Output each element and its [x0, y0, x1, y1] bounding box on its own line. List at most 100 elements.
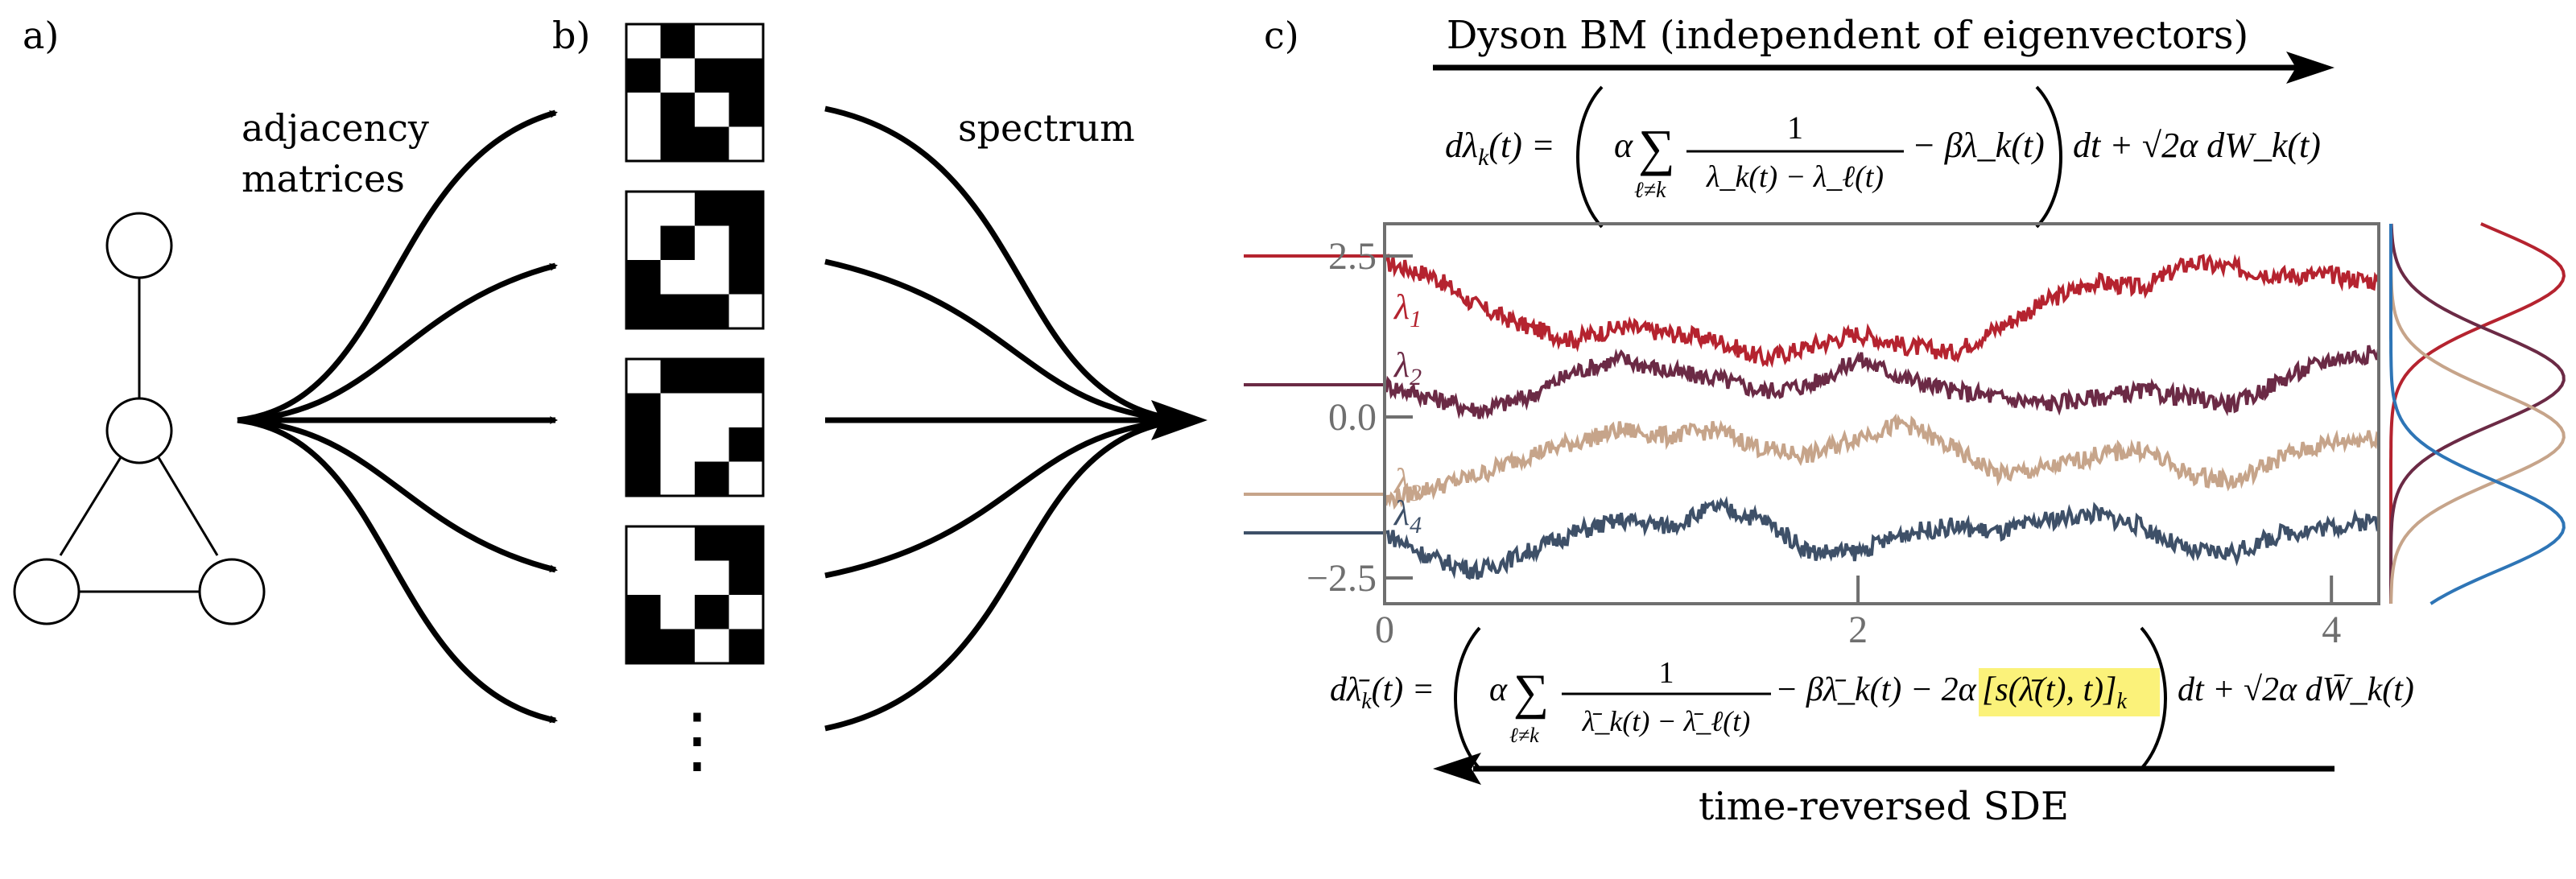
rev-frac-den: λ̄_k(t) − λ̄_ℓ(t) — [1582, 705, 1750, 737]
y-tick-label: 0.0 — [1328, 396, 1377, 439]
panel-label-b: b) — [552, 14, 590, 57]
matrix-cell — [695, 93, 729, 127]
matrix-cell — [660, 192, 695, 226]
fwd-drift: − βλ_k(t) — [1912, 126, 2045, 165]
matrix-cell — [626, 560, 661, 595]
matrix-cell — [660, 461, 695, 496]
matrix-cell — [695, 595, 729, 629]
graph-node-top — [105, 212, 173, 279]
fwd-lhs-arg: (t) = — [1488, 126, 1554, 165]
matrix-border — [625, 525, 765, 665]
svg-text:dλk(t) =: dλk(t) = — [1445, 126, 1555, 171]
matrix-cell — [626, 93, 661, 127]
fwd-lhs-sub: k — [1478, 144, 1489, 171]
matrix-cell — [729, 393, 763, 427]
matrix-border — [625, 23, 765, 163]
matrix-cell — [660, 294, 695, 328]
matrix-cell — [729, 192, 763, 226]
graph-node-bottom-right — [198, 558, 266, 625]
x-tick-label: 0 — [1375, 609, 1394, 651]
density-curve-3 — [2389, 224, 2566, 605]
matrix-cell — [695, 58, 729, 93]
rev-frac-num: 1 — [1659, 656, 1674, 690]
graph-edge — [59, 450, 126, 556]
matrix-cell — [660, 427, 695, 462]
matrix-cell — [660, 393, 695, 427]
fanout-arrows — [237, 109, 558, 724]
matrix-cell — [660, 225, 695, 260]
matrix-cell — [695, 126, 729, 161]
rev-lhs-sub: k — [1361, 689, 1372, 714]
matrix-cell — [626, 461, 661, 496]
adjacency-label-line2: matrices — [242, 157, 405, 200]
matrix-cell — [729, 24, 763, 59]
matrix-cell — [660, 526, 695, 561]
rev-noise: dt + √2α dW̄_k(t) — [2178, 671, 2414, 708]
matrix-cell — [729, 260, 763, 295]
adjacency-matrix-2 — [625, 190, 765, 330]
matrix-cell — [729, 427, 763, 462]
fwd-noise: dt + √2α dW_k(t) — [2073, 126, 2321, 165]
matrix-cell — [729, 629, 763, 663]
matrix-cell — [626, 393, 661, 427]
matrix-cell — [626, 427, 661, 462]
forward-arrowhead — [2286, 52, 2334, 84]
converge-curve-2 — [824, 258, 1184, 423]
matrix-cell — [660, 58, 695, 93]
fwd-frac-num: 1 — [1787, 109, 1803, 146]
matrix-cell — [626, 126, 661, 161]
matrix-cell — [626, 595, 661, 629]
reverse-arrowhead — [1433, 753, 1481, 785]
svg-text:[s(λ̄(t), t)]k: [s(λ̄(t), t)]k — [1982, 671, 2128, 714]
fwd-lhs: dλ — [1445, 126, 1478, 165]
matrix-cell — [729, 526, 763, 561]
adjacency-matrix-4 — [625, 525, 765, 665]
series-line-lambda4 — [1384, 495, 2380, 580]
series-label-lambda4: λ4 — [1393, 493, 1422, 539]
matrix-cell — [626, 225, 661, 260]
converge-curve-1 — [824, 105, 1184, 423]
fwd-sum-sub: ℓ≠k — [1634, 178, 1666, 203]
matrix-cell — [626, 192, 661, 226]
adjacency-matrix-1 — [625, 23, 765, 163]
svg-text:dλ̄k(t) =: dλ̄k(t) = — [1330, 671, 1435, 714]
panel-label-a: a) — [23, 14, 59, 57]
matrix-cell — [695, 393, 729, 427]
series-label-lambda1: λ1 — [1393, 287, 1422, 332]
matrix-cell — [729, 225, 763, 260]
fwd-sum: ∑ — [1638, 119, 1675, 176]
density-curve-2 — [2389, 223, 2566, 604]
matrix-cell — [626, 526, 661, 561]
matrix-cell — [660, 126, 695, 161]
panel-label-c: c) — [1264, 14, 1299, 57]
rev-drift: − βλ̄_k(t) − 2α — [1775, 671, 1977, 708]
fwd-paren-right — [2035, 85, 2062, 229]
arrow-to-matrix-4 — [237, 417, 558, 573]
spectrum-label: spectrum — [958, 106, 1135, 150]
arrow-to-matrix-1 — [237, 109, 558, 423]
rev-lhs-arg: (t) = — [1372, 671, 1435, 708]
density-curve-4 — [2389, 224, 2566, 605]
rev-score: [s(λ̄(t), t)] — [1982, 671, 2117, 708]
matrix-cell — [626, 629, 661, 663]
matrix-cell — [729, 560, 763, 595]
matrix-cell — [695, 359, 729, 394]
rev-paren-left — [1454, 626, 1481, 770]
adjacency-label-line1: adjacency — [242, 106, 429, 150]
converge-arrowhead — [1151, 400, 1208, 440]
density-curve-1 — [2389, 222, 2566, 604]
arrow-to-ellipsis — [237, 417, 558, 724]
forward-equation: dλk(t) = α ∑ ℓ≠k 1 λ_k(t) − λ_ℓ(t) − βλ_… — [1445, 85, 2321, 229]
matrix-cell — [660, 595, 695, 629]
matrix-cell — [660, 560, 695, 595]
score-highlight — [1979, 668, 2160, 716]
fwd-alpha: α — [1614, 126, 1633, 165]
matrix-cell — [695, 24, 729, 59]
adjacency-matrices — [625, 23, 765, 665]
series-line-lambda1 — [1383, 254, 2380, 369]
matrix-cell — [729, 359, 763, 394]
fwd-frac-den: λ_k(t) − λ_ℓ(t) — [1706, 160, 1884, 194]
matrix-cell — [626, 260, 661, 295]
matrix-cell — [729, 595, 763, 629]
